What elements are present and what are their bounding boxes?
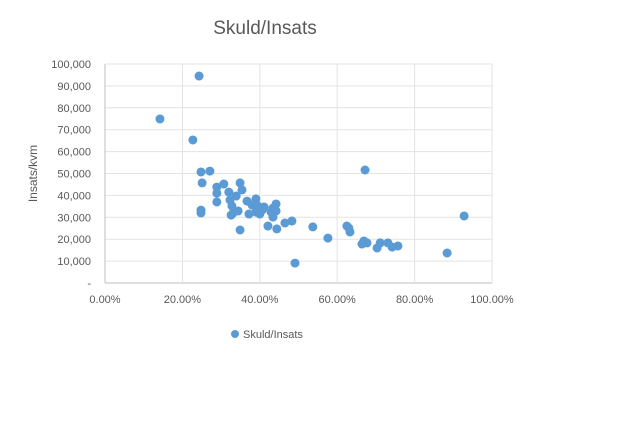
data-point xyxy=(244,209,254,219)
data-point xyxy=(308,222,318,232)
data-point xyxy=(287,216,297,226)
y-tick-label: 40,000 xyxy=(57,190,91,202)
x-tick-label: 40.00% xyxy=(241,294,279,306)
x-tick-label: 100.00% xyxy=(470,294,514,306)
data-point xyxy=(259,202,269,212)
data-point xyxy=(197,178,207,188)
y-tick-label: 10,000 xyxy=(57,256,91,268)
data-point xyxy=(251,194,261,204)
chart-title: Skuld/Insats xyxy=(213,18,317,39)
data-point xyxy=(237,185,247,195)
data-point xyxy=(212,197,222,207)
legend-label: Skuld/Insats xyxy=(243,329,303,341)
data-point xyxy=(212,188,222,198)
data-point xyxy=(196,167,206,177)
y-tick-label: 80,000 xyxy=(57,103,91,115)
data-point xyxy=(205,166,215,176)
data-point xyxy=(263,221,273,231)
y-tick-label: 100,000 xyxy=(51,59,91,71)
data-point xyxy=(271,206,281,216)
y-tick-label: 20,000 xyxy=(57,234,91,246)
y-tick-label: - xyxy=(87,278,91,290)
data-point xyxy=(323,233,333,243)
data-point xyxy=(290,258,300,268)
data-point xyxy=(233,206,243,216)
data-point xyxy=(231,191,241,201)
data-point xyxy=(345,227,355,237)
legend-marker xyxy=(231,330,239,338)
data-point xyxy=(227,201,237,211)
y-axis-label: Insats/kvm xyxy=(26,145,40,202)
data-point xyxy=(155,114,165,124)
data-point xyxy=(224,187,234,197)
data-point xyxy=(271,199,281,209)
y-tick-label: 70,000 xyxy=(57,125,91,137)
data-point xyxy=(375,238,385,248)
data-point xyxy=(235,178,245,188)
x-tick-label: 0.00% xyxy=(89,294,120,306)
data-point xyxy=(459,211,469,221)
y-tick-label: 30,000 xyxy=(57,212,91,224)
y-tick-label: 90,000 xyxy=(57,81,91,93)
data-point xyxy=(442,248,452,258)
data-point xyxy=(235,225,245,235)
data-point xyxy=(272,224,282,234)
data-point xyxy=(393,241,403,251)
x-tick-label: 60.00% xyxy=(319,294,357,306)
data-point xyxy=(280,218,290,228)
x-tick-label: 20.00% xyxy=(164,294,202,306)
data-point xyxy=(360,165,370,175)
y-tick-label: 60,000 xyxy=(57,147,91,159)
data-point xyxy=(226,210,236,220)
y-tick-label: 50,000 xyxy=(57,169,91,181)
data-point xyxy=(196,208,206,218)
data-point xyxy=(219,179,229,189)
data-point xyxy=(188,135,198,145)
data-point xyxy=(362,238,372,248)
data-point xyxy=(194,71,204,81)
x-tick-label: 80.00% xyxy=(396,294,434,306)
